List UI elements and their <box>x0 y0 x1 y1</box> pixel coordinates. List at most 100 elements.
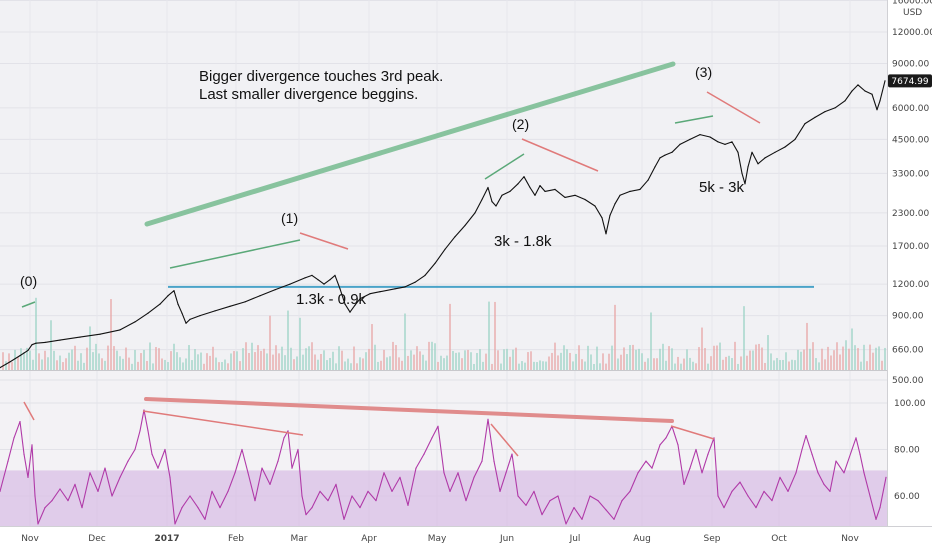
price-point <box>181 312 183 314</box>
price-point <box>229 305 231 307</box>
oscillator-point <box>319 490 321 492</box>
oscillator-point <box>269 483 271 485</box>
month-label: Jun <box>499 534 514 544</box>
volume-bar <box>173 343 175 370</box>
oscillator-point <box>651 467 653 469</box>
price-point <box>784 146 786 148</box>
osc-red-line-3[interactable] <box>670 425 715 440</box>
price-point <box>659 157 661 159</box>
volume-bar <box>743 306 745 370</box>
volume-bar <box>113 346 115 370</box>
volume-bar <box>23 352 25 370</box>
volume-bar <box>680 363 682 370</box>
volume-bar <box>356 363 358 370</box>
volume-bar <box>839 354 841 370</box>
volume-bar <box>362 358 364 370</box>
oscillator-point <box>164 448 166 451</box>
price-axis[interactable]: 16000.00 12000.00 9000.00 6000.00 4500.00 330… <box>892 0 932 386</box>
volume-bar <box>683 358 685 370</box>
volume-bar <box>812 342 814 370</box>
volume-bar <box>224 359 226 370</box>
price-point <box>189 318 191 320</box>
osc-big-divergence-line[interactable] <box>144 397 674 423</box>
price-point <box>804 123 806 125</box>
green-divergence-line-3[interactable] <box>674 115 714 124</box>
price-point <box>601 217 603 219</box>
oscillator-point <box>399 476 401 478</box>
green-divergence-line-0[interactable] <box>21 301 36 308</box>
price-point <box>344 303 346 305</box>
price-point <box>709 136 711 138</box>
oscillator-axis[interactable]: 100.00 80.00 60.00 <box>894 399 926 502</box>
volume-bar <box>98 353 100 370</box>
oscillator-point <box>805 435 807 437</box>
oscillator-point <box>875 518 877 520</box>
volume-bar <box>248 352 250 370</box>
volume-bar <box>626 354 628 370</box>
volume-bar <box>407 355 409 370</box>
volume-bar <box>848 348 850 370</box>
big-divergence-trendline[interactable] <box>144 61 676 227</box>
volume-bar <box>665 360 667 370</box>
volume-bar <box>47 357 49 370</box>
price-tick-label: 900.00 <box>892 312 924 322</box>
price-point <box>359 298 361 300</box>
volume-bar <box>734 341 736 370</box>
oscillator-point <box>443 472 445 474</box>
oscillator-point <box>13 437 15 439</box>
price-tick-label: 16000.00 <box>892 0 932 7</box>
osc-red-line-2[interactable] <box>490 423 519 457</box>
time-axis[interactable]: Nov Dec 2017 Feb Mar Apr May Jun Jul Aug Sep Oct Nov <box>21 534 859 544</box>
volume-bar <box>659 348 661 370</box>
oscillator-point <box>305 514 307 516</box>
volume-bar <box>242 348 244 370</box>
red-divergence-line-3[interactable] <box>706 91 761 124</box>
volume-bar <box>617 358 619 370</box>
volume-bar <box>128 357 130 370</box>
volume-bar <box>251 342 253 370</box>
price-point <box>354 304 356 306</box>
price-point <box>884 80 886 82</box>
oscillator-point <box>97 490 99 492</box>
volume-bar <box>56 360 58 370</box>
price-point <box>619 194 621 196</box>
osc-red-line-1[interactable] <box>142 410 304 436</box>
price-point <box>394 288 396 290</box>
oscillator-band <box>0 470 887 526</box>
price-point <box>35 342 37 344</box>
oscillator-point <box>351 495 353 497</box>
volume-bar <box>194 349 196 370</box>
red-divergence-line-2[interactable] <box>521 138 599 172</box>
volume-bar <box>347 358 349 370</box>
volume-bar <box>218 362 220 370</box>
volume-bar <box>35 297 37 370</box>
volume-bar <box>371 324 373 370</box>
price-point <box>879 100 881 102</box>
green-divergence-line-2[interactable] <box>484 153 525 180</box>
price-point <box>27 349 29 351</box>
volume-bar <box>635 349 637 370</box>
volume-bar <box>302 354 304 370</box>
volume-bar <box>452 351 454 370</box>
oscillator-point <box>487 418 489 420</box>
volume-bar <box>107 345 109 370</box>
price-point <box>369 293 371 295</box>
volume-bar <box>599 363 601 370</box>
price-point <box>173 290 175 292</box>
price-point <box>177 303 179 305</box>
wave-label-3: (3) <box>695 64 712 80</box>
oscillator-point <box>51 500 53 502</box>
last-price-value: 7674.99 <box>891 77 928 87</box>
osc-red-line-0[interactable] <box>23 401 35 421</box>
volume-bar <box>71 349 73 370</box>
volume-bar <box>185 358 187 370</box>
oscillator-point <box>143 409 145 411</box>
volume-bar <box>380 360 382 370</box>
volume-bar <box>707 363 709 370</box>
green-divergence-line-1[interactable] <box>169 239 301 269</box>
volume-bar <box>884 347 886 370</box>
red-divergence-line-1[interactable] <box>299 232 349 250</box>
price-point <box>199 315 201 317</box>
oscillator-point <box>739 481 741 483</box>
